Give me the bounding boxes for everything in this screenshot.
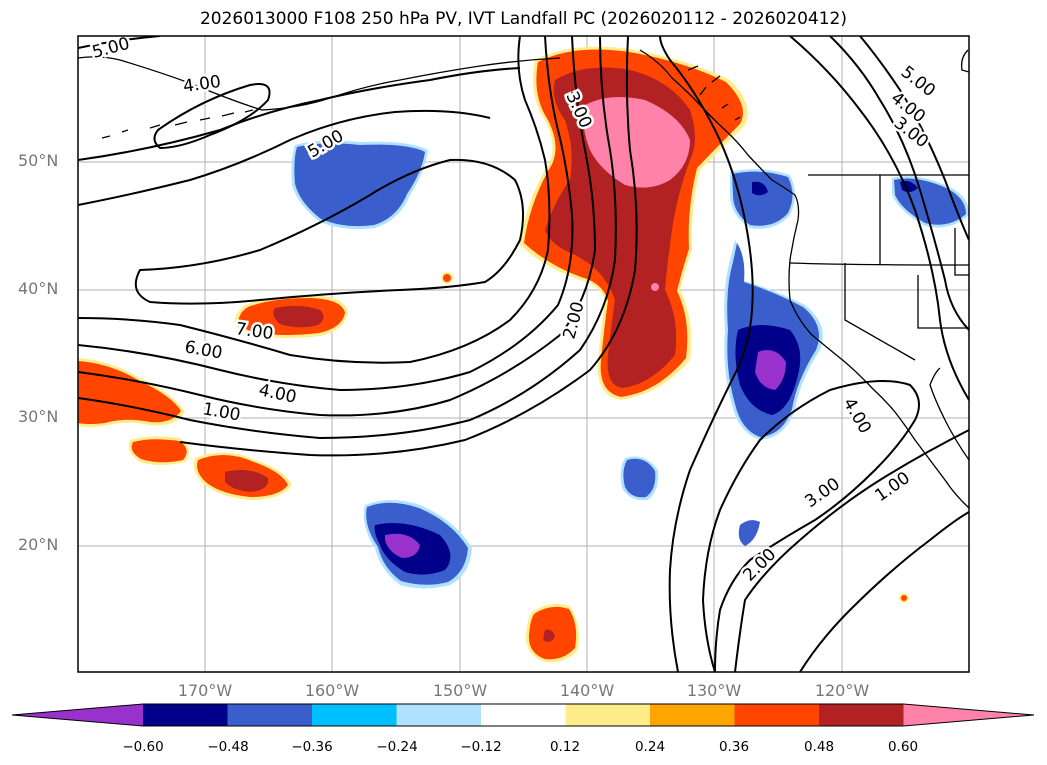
positive-anomaly-gulf-alaska bbox=[520, 46, 748, 401]
colorbar-segment bbox=[565, 704, 651, 726]
colorbar bbox=[11, 703, 1035, 727]
colorbar-segment bbox=[143, 704, 228, 726]
colorbar-tick-label: 0.60 bbox=[887, 739, 919, 755]
colorbar-tick-label: 0.48 bbox=[803, 739, 835, 755]
lat-tick-label: 20°N bbox=[18, 535, 59, 554]
positive-anomaly-subtropical bbox=[128, 436, 292, 500]
lon-tick-label: 160°W bbox=[304, 681, 360, 700]
negative-anomaly-north-pacific bbox=[291, 140, 428, 230]
colorbar-segment bbox=[312, 704, 397, 726]
lon-tick-label: 140°W bbox=[559, 681, 615, 700]
lon-tick-label: 120°W bbox=[814, 681, 870, 700]
lat-tick-label: 40°N bbox=[18, 279, 59, 298]
colorbar-tick-label: 0.12 bbox=[549, 739, 581, 755]
colorbar-extend-min bbox=[12, 704, 143, 726]
positive-anomaly-south bbox=[441, 272, 909, 663]
lat-tick-label: 30°N bbox=[18, 407, 59, 426]
colorbar-tick-label: −0.24 bbox=[376, 739, 418, 755]
lat-tick-label: 50°N bbox=[18, 151, 59, 170]
colorbar-segment bbox=[396, 704, 482, 726]
colorbar-segment bbox=[227, 704, 313, 726]
negative-anomaly-hawaii bbox=[363, 500, 472, 589]
colorbar-tick-label: −0.60 bbox=[122, 739, 164, 755]
negative-anomaly-california bbox=[724, 240, 823, 440]
lon-tick-label: 130°W bbox=[686, 681, 742, 700]
colorbar-extend-max bbox=[903, 704, 1034, 726]
colorbar-tick-label: −0.48 bbox=[207, 739, 249, 755]
lon-tick-label: 150°W bbox=[432, 681, 488, 700]
map-frame bbox=[77, 35, 970, 673]
colorbar-outline bbox=[11, 703, 1035, 727]
negative-anomaly-small bbox=[620, 169, 969, 546]
positive-anomaly-central-pacific bbox=[234, 295, 348, 338]
coastlines bbox=[78, 49, 969, 509]
colorbar-segment bbox=[650, 704, 735, 726]
colorbar-tick-label: −0.36 bbox=[291, 739, 333, 755]
colorbar-segment bbox=[819, 704, 904, 726]
colorbar-tick-label: −0.12 bbox=[460, 739, 502, 755]
pv-contours bbox=[78, 36, 969, 672]
colorbar-segment bbox=[734, 704, 820, 726]
colorbar-segment bbox=[481, 704, 566, 726]
lon-tick-label: 170°W bbox=[177, 681, 233, 700]
colorbar-tick-label: 0.24 bbox=[634, 739, 666, 755]
map-panel bbox=[78, 36, 969, 672]
map-title: 2026013000 F108 250 hPa PV, IVT Landfall… bbox=[199, 9, 847, 29]
colorbar-tick-label: 0.36 bbox=[718, 739, 750, 755]
